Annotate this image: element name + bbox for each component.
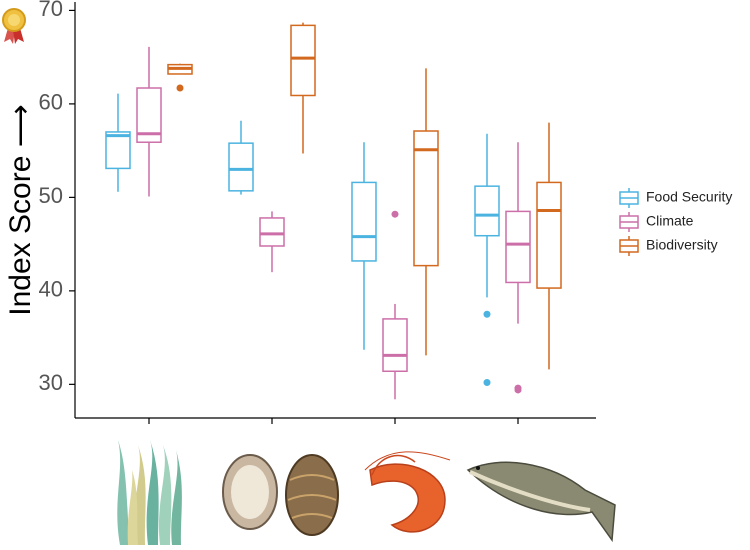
y-tick-label: 40 [39, 277, 63, 302]
y-axis-label: Index Score ⟶ [4, 104, 37, 315]
box [105, 131, 131, 170]
y-tick-label: 60 [39, 90, 63, 115]
box-group [228, 120, 254, 195]
box [290, 24, 316, 97]
box-group [105, 93, 131, 192]
box-group [259, 211, 285, 273]
box [259, 217, 285, 247]
outlier [514, 386, 522, 394]
box [413, 130, 439, 267]
legend-label: Climate [646, 213, 694, 229]
box-group [382, 210, 408, 400]
y-tick-label: 70 [39, 0, 63, 21]
box [536, 181, 562, 289]
box [505, 210, 531, 284]
y-tick-label: 30 [39, 370, 63, 395]
y-tick-label: 50 [39, 183, 63, 208]
box-group [351, 142, 377, 350]
box [228, 142, 254, 192]
outlier [483, 378, 491, 386]
box-group [413, 68, 439, 356]
box [382, 318, 408, 373]
box-group [290, 22, 316, 154]
box-group [505, 142, 531, 394]
outlier [483, 310, 491, 318]
box [351, 181, 377, 262]
seaweed-icon [117, 440, 182, 545]
oyster-icon [222, 454, 339, 536]
box [474, 185, 500, 237]
box-group [167, 63, 193, 92]
outlier [391, 210, 399, 218]
box-group [474, 133, 500, 386]
medal-icon [2, 8, 26, 44]
fish-icon [466, 461, 616, 543]
legend-label: Biodiversity [646, 237, 718, 253]
outlier [176, 84, 184, 92]
legend-label: Food Security [646, 189, 732, 205]
box-group [536, 122, 562, 370]
shrimp-icon [364, 451, 451, 533]
box-group [136, 46, 162, 197]
